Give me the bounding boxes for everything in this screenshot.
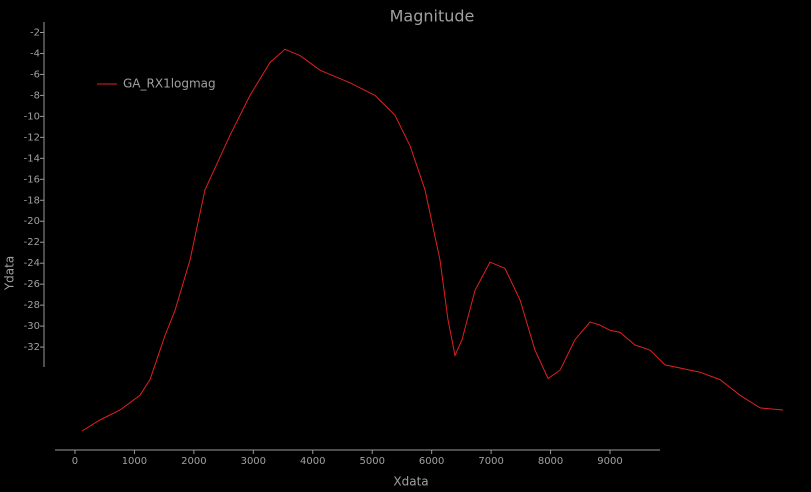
x-tick-label: 8000 [538, 456, 563, 467]
y-tick-label: -26 [24, 279, 40, 290]
data-line [81, 48, 784, 432]
legend-label: GA_RX1logmag [123, 77, 216, 91]
y-tick-label: -14 [24, 153, 40, 164]
y-axis-label: Ydata [3, 256, 17, 291]
y-tick-label: -6 [30, 69, 40, 80]
y-tick-label: -24 [24, 258, 40, 269]
y-tick-label: -8 [30, 90, 40, 101]
x-tick-label: 4000 [300, 456, 325, 467]
chart-title: Magnitude [390, 7, 475, 26]
y-tick-label: -30 [24, 321, 40, 332]
x-axis-label: Xdata [393, 475, 428, 489]
x-tick-label: 9000 [597, 456, 622, 467]
y-tick-label: -10 [24, 111, 40, 122]
y-tick-label: -4 [30, 48, 40, 59]
x-tick-label: 6000 [419, 456, 444, 467]
x-tick-label: 0 [72, 456, 78, 467]
y-tick-label: -18 [24, 195, 40, 206]
x-tick-label: 1000 [122, 456, 147, 467]
y-tick-label: -28 [24, 300, 40, 311]
y-tick-label: -32 [24, 342, 40, 353]
x-tick-label: 5000 [359, 456, 384, 467]
x-tick-label: 7000 [478, 456, 503, 467]
x-tick-label: 3000 [241, 456, 266, 467]
y-tick-label: -12 [24, 132, 40, 143]
y-tick-label: -2 [30, 27, 40, 38]
y-tick-label: -20 [24, 216, 40, 227]
y-tick-label: -16 [24, 174, 40, 185]
y-tick-label: -22 [24, 237, 40, 248]
x-tick-label: 2000 [181, 456, 206, 467]
